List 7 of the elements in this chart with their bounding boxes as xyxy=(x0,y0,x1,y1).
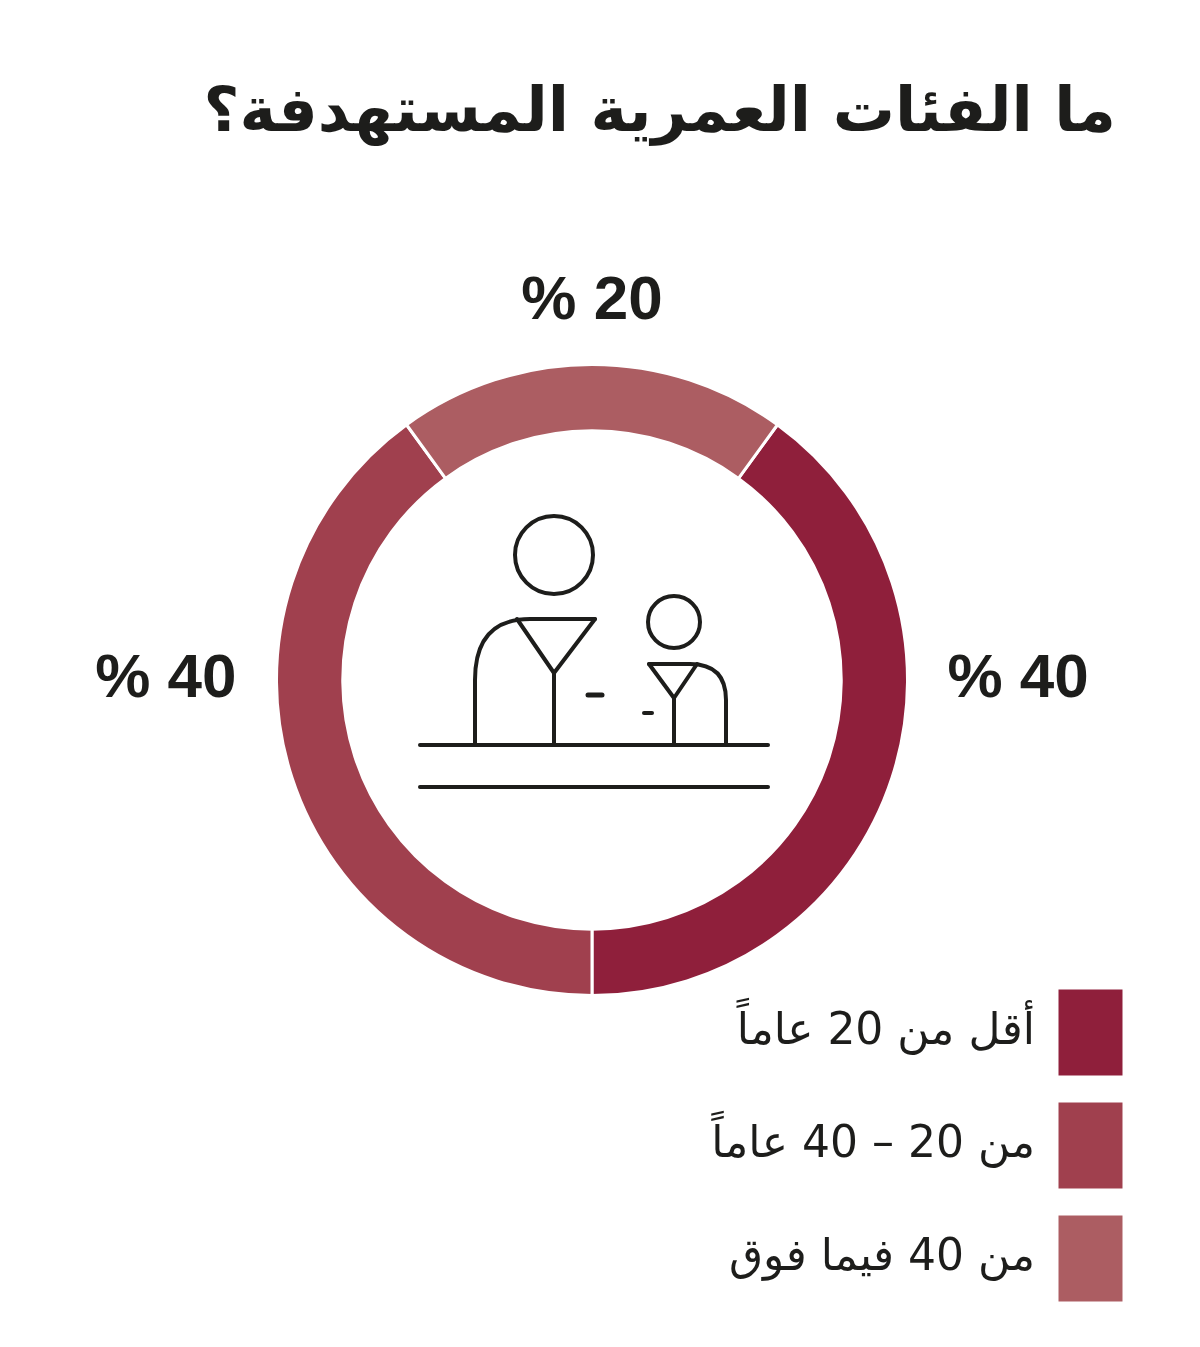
chart-title: ما الفئات العمرية المستهدفة؟ xyxy=(203,73,1116,146)
data-label: % 40 xyxy=(95,641,237,711)
legend-label: من 40 فيما فوق xyxy=(728,1228,1035,1281)
legend-label: من 20 – 40 عاماً xyxy=(710,1110,1035,1168)
data-label: % 20 xyxy=(521,262,663,332)
legend-label: أقل من 20 عاماً xyxy=(735,997,1035,1055)
data-label: % 40 xyxy=(947,641,1089,711)
